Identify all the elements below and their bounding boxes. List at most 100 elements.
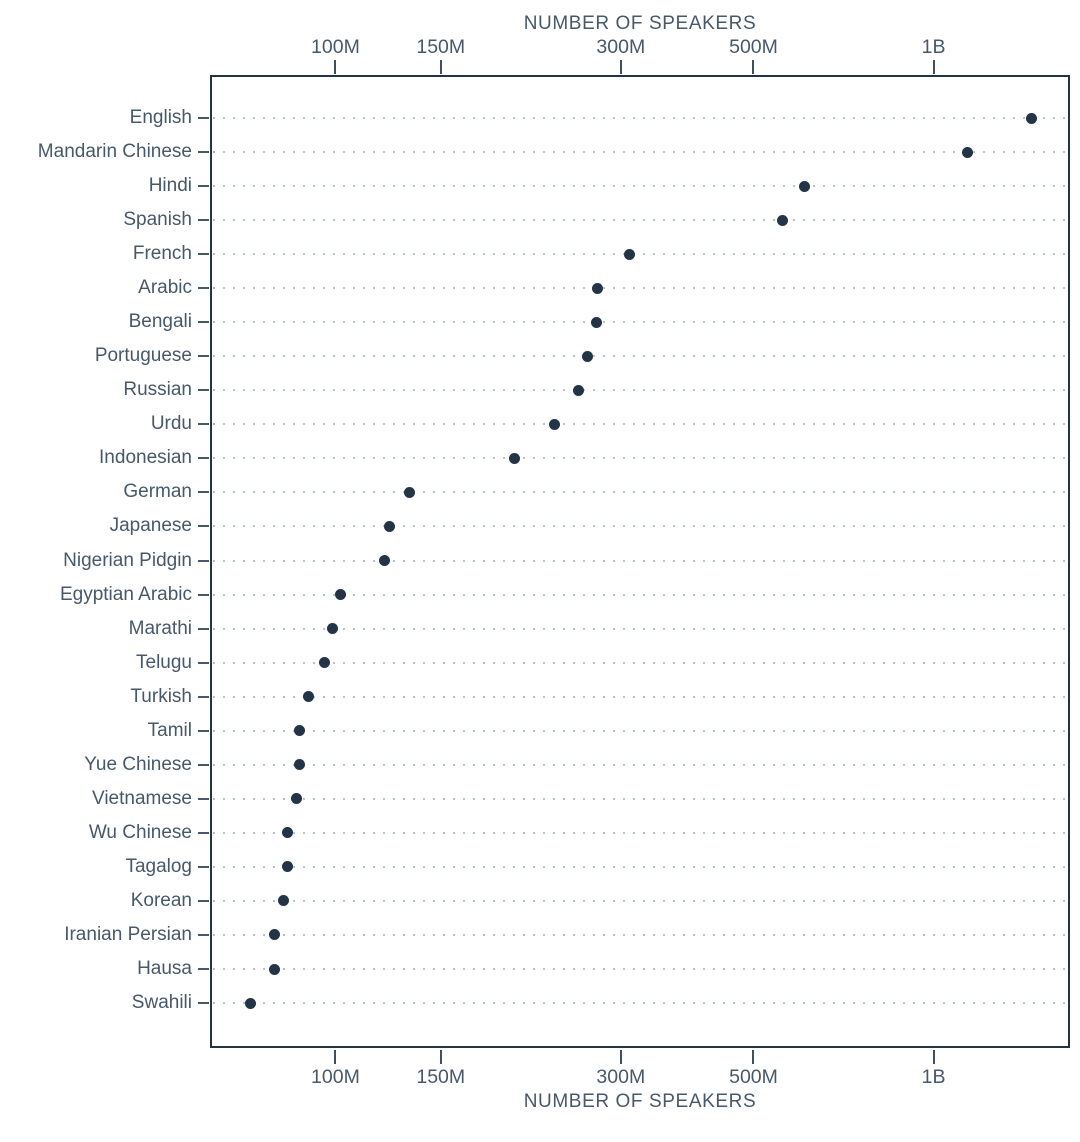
y-label-hausa: Hausa (137, 958, 192, 979)
y-label-tamil: Tamil (147, 719, 192, 741)
data-point-swahili (244, 997, 256, 1009)
gridline-korean (213, 899, 1067, 902)
x-tick-mark-top-300m (619, 60, 622, 74)
data-point-marathi (327, 623, 339, 635)
y-tick-mark-bengali (198, 321, 209, 324)
y-tick-mark-hindi (198, 185, 209, 188)
gridline-spanish (213, 219, 1067, 222)
y-label-tagalog: Tagalog (125, 855, 192, 877)
y-tick-mark-turkish (198, 695, 209, 698)
y-tick-mark-portuguese (198, 355, 209, 358)
y-tick-mark-iranian-persian (198, 933, 209, 936)
y-tick-mark-telugu (198, 661, 209, 664)
x-tick-mark-top-150m (439, 60, 442, 74)
y-tick-mark-wu-chinese (198, 831, 209, 834)
gridline-telugu (213, 661, 1067, 664)
gridline-nigerian-pidgin (213, 559, 1067, 562)
y-tick-mark-marathi (198, 627, 209, 630)
y-label-japanese: Japanese (109, 515, 192, 537)
y-tick-mark-russian (198, 389, 209, 392)
gridline-hausa (213, 968, 1067, 970)
data-point-nigerian-pidgin (379, 555, 391, 567)
gridline-english (213, 117, 1067, 119)
gridline-vietnamese (213, 797, 1067, 800)
data-point-hindi (799, 180, 811, 192)
y-tick-mark-vietnamese (198, 797, 209, 800)
y-tick-mark-indonesian (198, 457, 209, 460)
x-tick-mark-top-500m (752, 60, 755, 74)
data-point-yue-chinese (293, 759, 305, 771)
gridline-iranian-persian (213, 933, 1067, 936)
y-tick-mark-tagalog (198, 865, 209, 868)
y-label-hindi: Hindi (148, 175, 192, 197)
data-point-bengali (590, 316, 602, 328)
data-point-indonesian (508, 452, 520, 464)
gridline-marathi (213, 627, 1067, 630)
y-label-swahili: Swahili (131, 992, 192, 1014)
gridline-bengali (213, 321, 1067, 324)
y-tick-mark-japanese (198, 525, 209, 528)
y-label-indonesian: Indonesian (99, 447, 192, 469)
x-axis-title-top: NUMBER OF SPEAKERS (523, 13, 757, 34)
gridline-indonesian (213, 457, 1067, 460)
data-point-mandarin-chinese (961, 146, 973, 158)
data-point-korean (278, 895, 290, 907)
data-point-japanese (383, 520, 395, 532)
y-label-marathi: Marathi (128, 617, 192, 639)
y-tick-mark-egyptian-arabic (198, 593, 209, 596)
gridline-mandarin-chinese (213, 151, 1067, 154)
gridline-urdu (213, 423, 1067, 426)
y-label-spanish: Spanish (123, 209, 192, 231)
data-point-tagalog (281, 861, 293, 873)
y-label-russian: Russian (123, 379, 192, 401)
data-point-telugu (319, 657, 331, 669)
gridline-japanese (213, 525, 1067, 528)
y-label-nigerian-pidgin: Nigerian Pidgin (63, 549, 192, 571)
y-label-iranian-persian: Iranian Persian (64, 923, 192, 945)
y-tick-mark-urdu (198, 423, 209, 426)
gridline-turkish (213, 695, 1067, 698)
gridline-egyptian-arabic (213, 593, 1067, 596)
data-point-arabic (591, 282, 603, 294)
y-label-arabic: Arabic (138, 277, 192, 299)
gridline-arabic (213, 287, 1067, 290)
x-tick-mark-bottom-150m (439, 1050, 442, 1064)
y-label-egyptian-arabic: Egyptian Arabic (59, 583, 192, 605)
y-tick-mark-spanish (198, 219, 209, 222)
y-label-german: German (123, 481, 192, 503)
x-tick-mark-top-1b (932, 60, 935, 74)
x-tick-label-bottom-100m: 100M (311, 1066, 360, 1088)
y-label-telugu: Telugu (136, 651, 192, 673)
data-point-wu-chinese (281, 827, 293, 839)
gridline-french (213, 253, 1067, 256)
gridline-swahili (213, 1002, 1067, 1005)
x-tick-label-top-500m: 500M (729, 36, 778, 58)
y-label-french: French (132, 243, 192, 265)
y-label-turkish: Turkish (130, 685, 192, 707)
data-point-vietnamese (290, 793, 302, 805)
gridline-german (213, 491, 1067, 494)
data-point-german (404, 486, 415, 498)
y-tick-mark-tamil (198, 729, 209, 732)
y-label-english: English (129, 107, 192, 128)
y-tick-mark-english (198, 117, 209, 119)
data-point-urdu (548, 418, 560, 430)
y-tick-mark-hausa (198, 968, 209, 970)
data-point-portuguese (582, 350, 594, 362)
x-tick-mark-bottom-1b (932, 1050, 935, 1064)
y-tick-mark-korean (198, 899, 209, 902)
y-tick-mark-german (198, 491, 209, 494)
data-point-turkish (302, 691, 314, 703)
data-point-spanish (776, 214, 788, 226)
y-label-bengali: Bengali (128, 311, 192, 333)
data-point-russian (573, 384, 585, 396)
x-tick-mark-bottom-300m (619, 1050, 622, 1064)
data-point-iranian-persian (268, 929, 280, 941)
y-label-portuguese: Portuguese (94, 345, 192, 367)
x-tick-label-bottom-300m: 300M (596, 1066, 646, 1088)
y-label-mandarin-chinese: Mandarin Chinese (37, 141, 192, 163)
y-tick-mark-arabic (198, 287, 209, 290)
y-tick-mark-yue-chinese (198, 763, 209, 766)
x-tick-mark-bottom-500m (752, 1050, 755, 1064)
